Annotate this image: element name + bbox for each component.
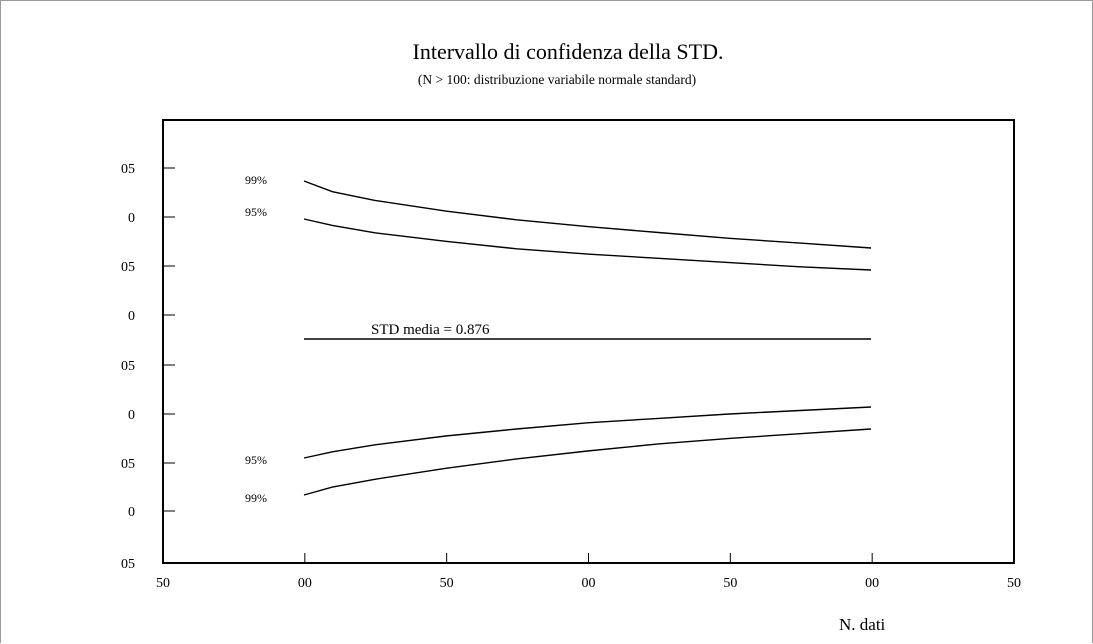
series-labels: 99% 95% 95% 99% — [245, 173, 267, 505]
x-tick-label: 50 — [723, 576, 737, 591]
y-tick-label: 05 — [121, 359, 135, 374]
y-tick-label: 05 — [121, 260, 135, 275]
x-tick-label: 50 — [440, 576, 454, 591]
series-lines — [303, 180, 872, 496]
y-tick-label: 0 — [128, 211, 135, 226]
y-tick-label: 05 — [121, 457, 135, 472]
x-axis-label: N. dati — [839, 615, 886, 634]
y-tick-label: 0 — [128, 505, 135, 520]
series-line — [303, 406, 872, 459]
x-tick-label: 00 — [865, 576, 879, 591]
chart-title: Intervallo di confidenza della STD. — [413, 39, 724, 64]
x-axis: 50 00 50 00 50 00 50 — [156, 553, 1021, 591]
y-tick-label: 05 — [121, 557, 135, 572]
x-tick-label: 50 — [1007, 576, 1021, 591]
series-label: 95% — [245, 453, 267, 467]
series-label: 95% — [245, 205, 267, 219]
mean-line-group: STD media = 0.876 — [304, 322, 871, 340]
x-tick-label: 50 — [156, 576, 170, 591]
x-tick-label: 00 — [298, 576, 312, 591]
y-tick-label: 05 — [121, 162, 135, 177]
series-line — [303, 428, 872, 496]
y-tick-label: 0 — [128, 309, 135, 324]
mean-line-label: STD media = 0.876 — [371, 322, 490, 338]
y-tick-label: 0 — [128, 408, 135, 423]
series-line — [303, 218, 872, 271]
chart-subtitle: (N > 100: distribuzione variabile normal… — [418, 72, 696, 87]
y-axis: 05 0 05 0 05 0 05 0 05 — [121, 162, 175, 572]
plot-area — [162, 119, 1015, 564]
series-label: 99% — [245, 491, 267, 505]
series-line — [303, 180, 872, 249]
x-tick-label: 00 — [582, 576, 596, 591]
series-label: 99% — [245, 173, 267, 187]
